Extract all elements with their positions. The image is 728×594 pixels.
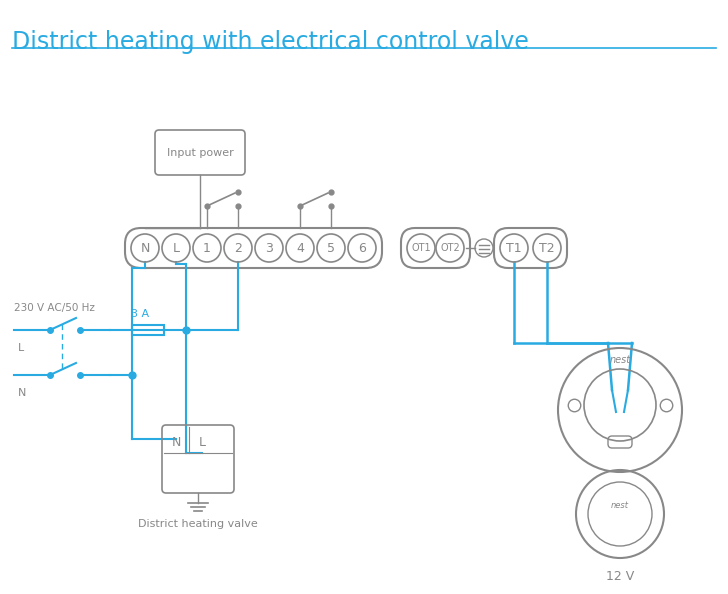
Text: OT2: OT2 xyxy=(440,243,460,253)
Text: OT1: OT1 xyxy=(411,243,431,253)
Text: Input power: Input power xyxy=(167,147,234,157)
Text: L: L xyxy=(173,242,180,254)
Text: N: N xyxy=(141,242,150,254)
Text: T2: T2 xyxy=(539,242,555,254)
Text: nest: nest xyxy=(611,501,629,510)
Text: N: N xyxy=(171,437,181,450)
Text: 1: 1 xyxy=(203,242,211,254)
Text: 2: 2 xyxy=(234,242,242,254)
Text: District heating with electrical control valve: District heating with electrical control… xyxy=(12,30,529,54)
Text: 12 V: 12 V xyxy=(606,570,634,583)
Text: 4: 4 xyxy=(296,242,304,254)
Text: 3: 3 xyxy=(265,242,273,254)
Text: N: N xyxy=(18,388,26,398)
Text: L: L xyxy=(199,437,205,450)
Text: District heating valve: District heating valve xyxy=(138,519,258,529)
Text: 3 A: 3 A xyxy=(131,309,149,319)
Text: nest: nest xyxy=(609,355,630,365)
Text: T1: T1 xyxy=(506,242,522,254)
Text: L: L xyxy=(18,343,24,353)
Text: 230 V AC/50 Hz: 230 V AC/50 Hz xyxy=(14,303,95,313)
Text: 6: 6 xyxy=(358,242,366,254)
Text: 5: 5 xyxy=(327,242,335,254)
